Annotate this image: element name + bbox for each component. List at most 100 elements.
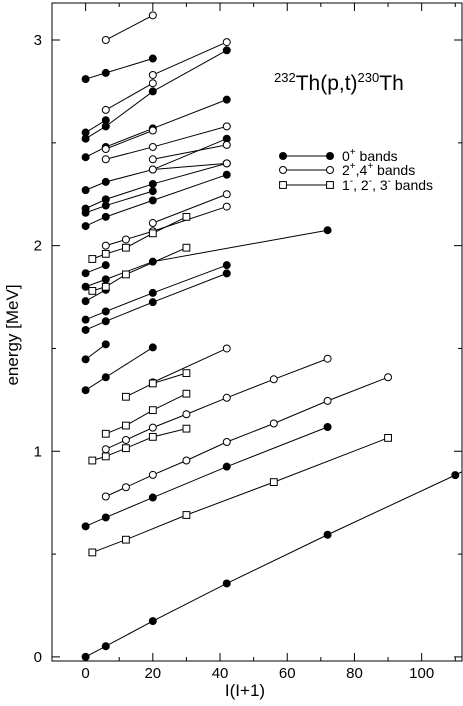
legend-label: 1-, 2-, 3- bands <box>342 176 433 193</box>
data-point <box>101 144 110 153</box>
data-point <box>148 432 157 441</box>
series-line <box>152 347 227 383</box>
data-point <box>81 522 90 531</box>
series-filled-circle-band-1 <box>81 471 463 661</box>
data-point <box>182 369 191 378</box>
data-point <box>148 187 157 196</box>
data-point <box>222 38 231 47</box>
title-reaction: Th(p,t) <box>296 72 358 95</box>
data-point <box>182 410 191 419</box>
data-point <box>101 177 110 186</box>
title-mass-number-1: 232 <box>274 70 296 85</box>
x-tick-label: 80 <box>346 665 363 682</box>
data-point <box>101 429 110 438</box>
data-point <box>269 478 278 487</box>
series-open-circle-band-27 <box>101 79 157 114</box>
series-open-circle-band-25 <box>148 140 231 164</box>
data-point <box>148 406 157 415</box>
legend-marker-start <box>279 166 287 174</box>
data-point <box>81 269 90 278</box>
y-axis-title: energy [MeV] <box>3 284 22 385</box>
data-point <box>148 79 157 88</box>
legend-marker-end <box>326 181 334 189</box>
series-line <box>105 130 154 150</box>
title-mass-number-2: 230 <box>358 70 380 85</box>
data-point <box>81 153 90 162</box>
series-line <box>85 99 227 158</box>
series-open-circle-band-28 <box>148 38 231 79</box>
data-point <box>222 269 231 278</box>
series-line <box>105 14 154 41</box>
series-open-square-band-30 <box>88 433 392 557</box>
series-line <box>152 162 227 171</box>
series-open-square-band-34 <box>88 243 191 295</box>
x-axis-title: I(I+1) <box>225 681 265 700</box>
data-point <box>148 155 157 164</box>
series-filled-circle-band-4 <box>81 340 110 364</box>
data-point <box>182 389 191 398</box>
series-open-square-band-32 <box>101 389 191 438</box>
data-point <box>101 445 110 454</box>
series-open-square-band-31 <box>88 424 191 465</box>
data-point <box>101 642 110 651</box>
data-point <box>323 422 332 431</box>
series-open-circle-band-26 <box>148 159 231 174</box>
x-tick-label: 20 <box>144 665 161 682</box>
axis-layer: 0 20 40 60 80 100 0 1 2 3 <box>34 3 462 682</box>
legend-entry-1: 0+ bands <box>279 147 398 164</box>
data-point <box>222 46 231 55</box>
data-point <box>81 355 90 364</box>
data-point <box>148 470 157 479</box>
data-point <box>222 579 231 588</box>
data-point <box>148 379 157 388</box>
series-filled-circle-band-2 <box>81 422 332 531</box>
data-point <box>122 421 130 430</box>
plot-frame <box>51 2 463 662</box>
data-point <box>148 343 157 352</box>
data-point <box>101 261 110 270</box>
y-tick-label: 1 <box>34 443 42 460</box>
data-point <box>222 190 231 199</box>
data-point <box>148 11 157 20</box>
data-point <box>323 354 332 363</box>
legend-marker-end <box>326 152 334 160</box>
data-point <box>101 116 110 125</box>
data-point <box>222 159 231 168</box>
data-point <box>182 212 191 221</box>
data-point <box>101 36 110 45</box>
data-point <box>101 452 110 461</box>
data-point <box>121 235 130 244</box>
data-point <box>101 155 110 164</box>
data-point <box>148 617 157 626</box>
series-line <box>85 229 328 288</box>
data-point <box>182 243 191 252</box>
data-point <box>88 456 97 465</box>
series-line <box>105 82 154 111</box>
data-point <box>122 535 130 544</box>
series-open-circle-band-29 <box>101 11 157 45</box>
series-line <box>85 264 227 321</box>
data-point <box>182 511 191 519</box>
data-point <box>148 70 157 79</box>
series-line <box>85 49 227 140</box>
data-point <box>81 282 90 291</box>
legend-marker-end <box>326 166 334 174</box>
data-point <box>101 249 110 258</box>
title-element: Th <box>379 72 404 95</box>
legend-entry-2: 2+,4+ bands <box>279 161 415 178</box>
data-point <box>101 307 110 316</box>
series-open-circle-band-23 <box>101 122 231 164</box>
data-point <box>101 317 110 326</box>
x-tick-label: 60 <box>279 665 296 682</box>
series-open-square-band-33 <box>122 369 191 401</box>
data-point <box>148 196 157 205</box>
data-point <box>88 255 97 263</box>
data-point <box>222 393 231 402</box>
data-point <box>121 435 130 444</box>
series-line <box>85 162 227 210</box>
series-filled-circle-band-9 <box>81 261 110 278</box>
data-point <box>182 424 191 433</box>
data-point <box>384 433 392 442</box>
